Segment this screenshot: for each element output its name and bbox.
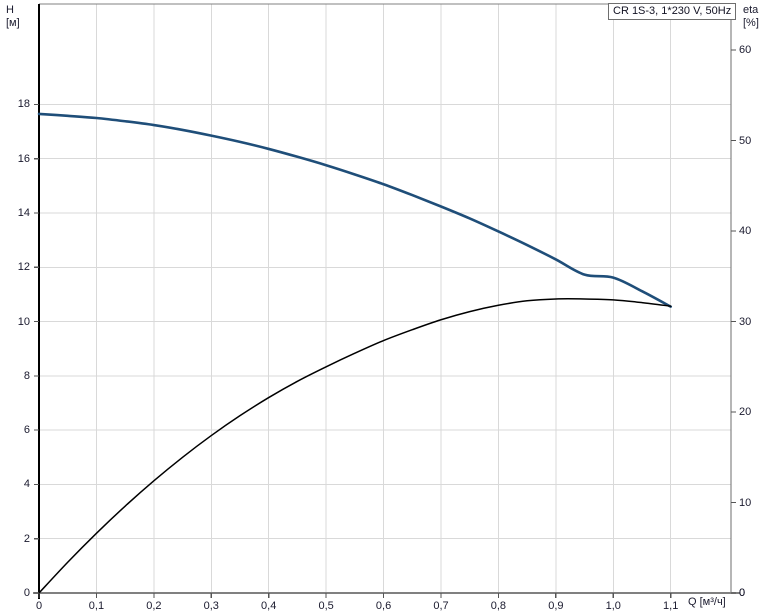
y2-axis-tick-label: 50 xyxy=(739,134,752,147)
x-axis-tick-label: 1,1 xyxy=(663,600,679,612)
y-axis-tick-label: 6 xyxy=(23,424,30,437)
x-axis-tick-label: 0,7 xyxy=(433,600,449,612)
x-axis-tick-label: 0,9 xyxy=(548,600,564,612)
x-axis-tick-label: 0 xyxy=(35,600,43,612)
y2-axis-tick-label: 40 xyxy=(739,225,752,238)
bottom-axis-caption: Q [м³/ч] xyxy=(688,596,726,608)
y-axis-tick-label: 14 xyxy=(17,207,30,219)
y-axis-tick-label: 2 xyxy=(23,532,30,545)
y-axis-tick-label: 16 xyxy=(17,152,30,165)
y-axis-tick-label: 0 xyxy=(23,587,30,599)
x-axis-tick-label: 0,4 xyxy=(261,600,277,612)
y-axis-tick-label: 10 xyxy=(17,315,30,328)
y-axis-tick-label: 18 xyxy=(17,98,30,111)
left-axis-caption: H [м] xyxy=(6,4,20,29)
y2-axis-tick-label: 10 xyxy=(739,496,752,509)
efficiency-curve xyxy=(38,298,672,594)
y2-axis-tick-label: 60 xyxy=(739,44,752,57)
y2-axis-zero-label: 0 xyxy=(739,587,746,599)
x-axis-tick-label: 0,3 xyxy=(203,600,219,612)
x-axis-tick-label: 0,8 xyxy=(490,600,507,612)
y2-axis-tick-label: 0 xyxy=(739,587,746,599)
x-axis-tick-label: 0,6 xyxy=(375,600,392,612)
x-axis-tick-label: 0,2 xyxy=(146,600,162,612)
x-axis-tick-label: 0,1 xyxy=(88,600,105,612)
x-axis-tick-label: 0,5 xyxy=(318,600,334,612)
y-axis-tick-label: 4 xyxy=(23,478,30,491)
horizontal-gridlines xyxy=(39,103,731,540)
tick-marks xyxy=(34,49,736,598)
y2-axis-tick-label: 30 xyxy=(739,315,752,328)
y-axis-tick-label: 12 xyxy=(17,261,30,274)
y-axis-tick-label: 8 xyxy=(23,369,30,382)
right-axis-caption: eta [%] xyxy=(743,4,759,29)
chart-title-box: CR 1S-3, 1*230 V, 50Hz xyxy=(608,3,737,20)
x-axis-tick-label: 1,0 xyxy=(605,600,621,612)
head-curve xyxy=(37,112,672,308)
y2-axis-tick-label: 20 xyxy=(739,406,752,419)
data-series-layer xyxy=(37,112,672,594)
